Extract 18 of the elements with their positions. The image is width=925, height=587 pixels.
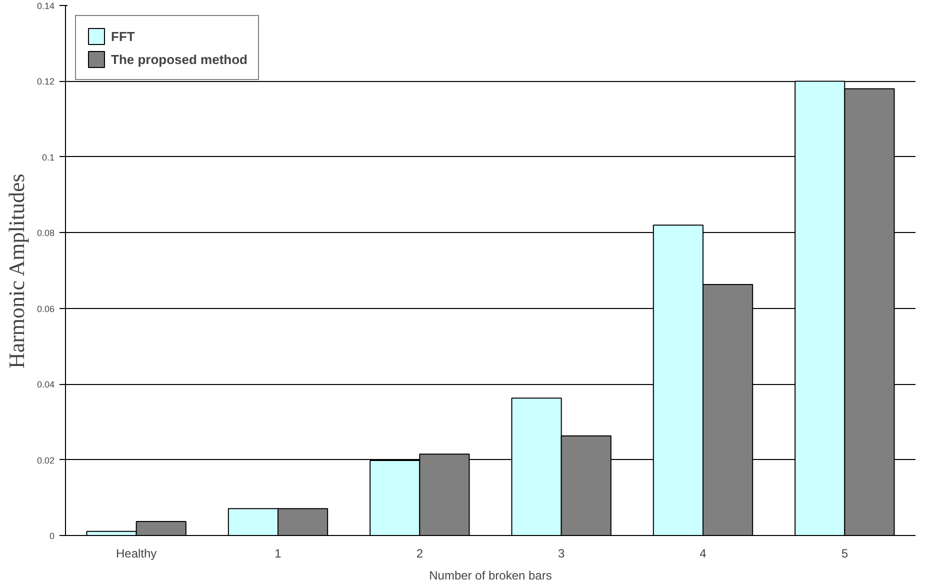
x-axis-title: Number of broken bars xyxy=(429,568,552,582)
x-tick-label: 3 xyxy=(558,546,565,560)
y-tick-label: 0.12 xyxy=(36,76,55,87)
y-tick-label: 0.08 xyxy=(36,228,55,238)
y-tick-label: 0.1 xyxy=(42,152,55,162)
y-tick-label: 0.02 xyxy=(36,455,55,466)
x-tick-label: 5 xyxy=(841,546,848,560)
x-tick-label: Healthy xyxy=(116,546,157,560)
legend-label: The proposed method xyxy=(111,52,248,66)
y-tick-label: 0 xyxy=(49,531,55,541)
y-tick-label: 0.14 xyxy=(36,1,55,11)
y-tick-label: 0.04 xyxy=(36,380,55,390)
legend-label: FFT xyxy=(111,28,135,44)
x-tick-label: 1 xyxy=(274,546,282,560)
x-tick-label: 4 xyxy=(700,546,707,560)
y-axis-title: Harmonic Amplitudes xyxy=(4,174,29,369)
y-tick-label: 0.06 xyxy=(36,304,55,314)
x-tick-label: 2 xyxy=(416,546,424,560)
